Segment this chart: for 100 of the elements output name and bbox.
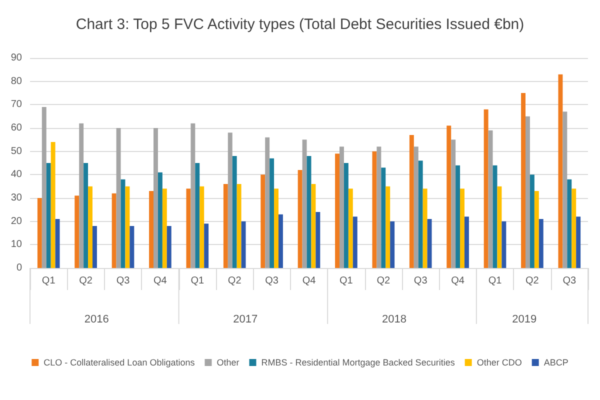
bar — [390, 221, 395, 268]
bar — [344, 163, 348, 268]
bar — [162, 188, 167, 268]
bar — [204, 224, 209, 268]
bar — [241, 221, 246, 268]
legend-label: RMBS - Residential Mortgage Backed Securities — [261, 358, 456, 368]
bar — [502, 221, 506, 268]
x-tick-label: Q1 — [488, 276, 502, 286]
bar — [278, 214, 283, 268]
bar — [200, 186, 204, 268]
x-tick-label: Q2 — [228, 276, 242, 286]
bar — [298, 170, 302, 268]
bar — [427, 219, 432, 268]
bar — [302, 140, 307, 268]
y-tick-label: 0 — [16, 262, 22, 274]
bar — [418, 160, 423, 268]
bar — [311, 184, 316, 268]
bar — [567, 179, 572, 268]
bar — [558, 74, 563, 268]
text: 2016 — [84, 314, 109, 326]
x-tick-label: Q4 — [451, 276, 465, 286]
bar — [456, 165, 460, 268]
bar — [158, 172, 162, 268]
bar — [526, 116, 530, 268]
text: 2019 — [512, 314, 537, 326]
bar — [42, 107, 46, 268]
bar — [381, 168, 386, 268]
bar — [195, 163, 200, 268]
x-tick-label: Q3 — [265, 276, 279, 286]
bar — [186, 188, 191, 268]
bar — [446, 126, 452, 268]
bar — [576, 216, 581, 268]
x-tick-label: Q2 — [376, 276, 391, 286]
y-tick-label: 90 — [10, 52, 22, 64]
y-tick-label: 50 — [10, 146, 22, 157]
bar — [422, 188, 428, 268]
bar — [112, 193, 116, 268]
bar — [46, 163, 51, 268]
legend-label: Other — [216, 358, 240, 368]
x-tick-label: Q1 — [190, 276, 205, 286]
x-tick-label: Q4 — [302, 276, 316, 286]
chart-title: Chart 3: Top 5 FVC Activity types (Total Debt Securities Issued €bn) — [76, 16, 524, 33]
bar — [335, 154, 340, 268]
bar — [497, 186, 502, 268]
bar — [464, 216, 469, 268]
bar — [236, 184, 242, 268]
bar — [460, 188, 464, 268]
bar — [166, 226, 172, 268]
bar — [274, 188, 278, 268]
bar — [88, 186, 92, 268]
text: 2017 — [233, 314, 258, 326]
x-tick-label: Q1 — [42, 276, 56, 286]
bar — [562, 112, 568, 268]
bar — [130, 226, 134, 268]
bar — [260, 174, 266, 268]
bar — [232, 156, 237, 268]
x-tick-label: Q3 — [414, 276, 428, 286]
bar — [55, 219, 60, 268]
bar — [265, 137, 270, 268]
bar — [538, 219, 544, 268]
bar — [530, 174, 534, 268]
y-tick-label: 40 — [10, 169, 22, 180]
bar — [572, 188, 576, 268]
bar — [386, 186, 390, 268]
bar — [50, 142, 56, 268]
y-tick-label: 80 — [10, 76, 22, 87]
bar — [116, 128, 121, 268]
bar — [376, 146, 382, 268]
bar — [84, 163, 88, 268]
y-tick-label: 10 — [10, 239, 22, 250]
text: 2018 — [382, 314, 406, 326]
bar — [521, 93, 526, 268]
y-tick-label: 20 — [10, 216, 22, 227]
bar — [414, 146, 418, 268]
bar — [372, 151, 377, 268]
bar — [125, 186, 130, 268]
x-tick-label: Q1 — [340, 276, 354, 286]
bar — [223, 184, 228, 268]
bar — [79, 123, 84, 268]
bar — [228, 132, 232, 268]
bar — [154, 128, 158, 268]
legend-label: CLO - Collateralised Loan Obligations — [44, 358, 196, 368]
bar — [37, 198, 42, 268]
legend-label: ABCP — [544, 358, 568, 368]
bar — [451, 140, 456, 268]
bar — [484, 109, 488, 268]
bar — [306, 156, 312, 268]
bar — [74, 196, 80, 268]
x-tick-label: Q2 — [79, 276, 93, 286]
bar — [149, 191, 154, 268]
bar — [270, 158, 274, 268]
y-tick-label: 70 — [10, 99, 22, 110]
x-tick-label: Q2 — [526, 276, 540, 286]
bar — [488, 130, 493, 268]
y-tick-label: 60 — [10, 122, 22, 134]
x-tick-label: Q4 — [154, 276, 168, 286]
bar — [190, 123, 196, 268]
bar — [340, 146, 344, 268]
bar — [534, 191, 539, 268]
y-tick-label: 30 — [10, 192, 22, 204]
